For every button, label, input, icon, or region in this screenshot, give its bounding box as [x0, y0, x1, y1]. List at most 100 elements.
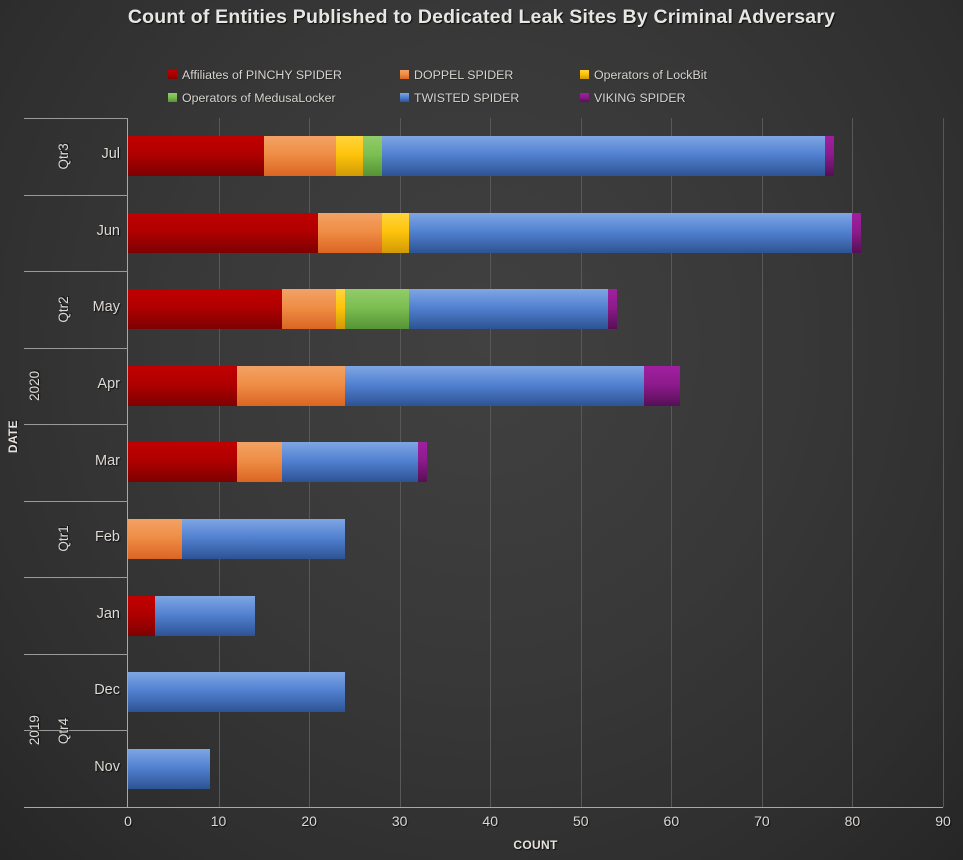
legend-label: Operators of MedusaLocker: [182, 90, 336, 105]
chart-title: Count of Entities Published to Dedicated…: [127, 6, 836, 28]
y-axis-line: [127, 118, 128, 807]
x-axis-tick-label: 20: [301, 813, 317, 829]
y-axis-label-month: Jan: [96, 605, 120, 622]
gridline: [943, 118, 944, 807]
y-axis-label-month: Jul: [101, 146, 120, 163]
bar-row: [128, 118, 943, 195]
legend-swatch-icon: [400, 93, 409, 102]
x-axis-line: [24, 807, 943, 808]
bar-segment[interactable]: [363, 136, 382, 177]
legend-label: DOPPEL SPIDER: [414, 67, 514, 82]
y-axis-tick: [24, 730, 128, 732]
legend-item-doppel[interactable]: DOPPEL SPIDER: [400, 68, 580, 82]
y-axis-label-quarter: Qtr2: [56, 296, 71, 323]
x-axis-tick-label: 30: [391, 813, 408, 829]
x-axis: 0 10 20 30 40 50 60 70 80 90: [24, 807, 951, 837]
gridline: [761, 118, 763, 807]
bar-segment[interactable]: [336, 136, 364, 177]
x-axis-tick-label: 0: [124, 813, 132, 829]
y-axis: Jul Jun May Apr Mar Feb Jan Dec Nov Qtr3 Qtr2 Qtr1 2…: [0, 118, 128, 808]
bar-segment[interactable]: [128, 212, 319, 253]
bar-segment[interactable]: [318, 212, 382, 253]
bar-segment[interactable]: [408, 212, 853, 253]
y-axis-tick: [24, 118, 128, 119]
bar-segment[interactable]: [128, 519, 183, 560]
y-axis-tick: [24, 577, 128, 579]
bar-row: [128, 348, 943, 425]
legend-item-lockbit[interactable]: Operators of LockBit: [580, 68, 788, 82]
x-axis-tick-label: 60: [663, 813, 680, 829]
bar-segment[interactable]: [128, 136, 264, 177]
bar-segment[interactable]: [336, 289, 346, 330]
bar-segment[interactable]: [852, 212, 862, 253]
y-axis-tick: [24, 271, 128, 273]
legend-label: VIKING SPIDER: [594, 90, 686, 105]
bar-segment[interactable]: [417, 442, 427, 483]
gridline: [490, 118, 492, 807]
y-axis-label-year: 2020: [27, 370, 42, 401]
legend-swatch-icon: [580, 70, 589, 79]
gridline: [580, 118, 582, 807]
y-axis-label-month: Nov: [94, 758, 120, 775]
x-axis-tick-label: 70: [754, 813, 770, 829]
y-axis-label-month: Mar: [95, 452, 120, 469]
bar-segment[interactable]: [236, 365, 346, 406]
plot-area: [128, 118, 944, 807]
bar-segment[interactable]: [644, 365, 681, 406]
bar-segment[interactable]: [128, 442, 237, 483]
legend-label: Operators of LockBit: [594, 67, 707, 82]
y-axis-label-quarter: Qtr3: [56, 143, 71, 170]
bar-segment[interactable]: [607, 289, 617, 330]
bar-segment[interactable]: [128, 672, 346, 713]
legend-item-twisted[interactable]: TWISTED SPIDER: [400, 91, 580, 105]
legend-item-pinchy[interactable]: Affiliates of PINCHY SPIDER: [168, 68, 400, 82]
bar-row: [128, 501, 943, 578]
bar-row: [128, 654, 943, 731]
gridline: [671, 118, 673, 807]
bar-segment[interactable]: [825, 136, 835, 177]
bar-segment[interactable]: [263, 136, 337, 177]
bar-segment[interactable]: [128, 748, 210, 789]
legend-swatch-icon: [168, 70, 177, 79]
bar-segment[interactable]: [128, 595, 156, 636]
bar-segment[interactable]: [381, 136, 826, 177]
y-axis-group-separator: [24, 653, 128, 655]
legend-swatch-icon: [168, 93, 177, 102]
chart-legend: Affiliates of PINCHY SPIDER DOPPEL SPIDE…: [168, 63, 788, 109]
bar-segment[interactable]: [381, 212, 409, 253]
legend-swatch-icon: [400, 70, 409, 79]
bar-segment[interactable]: [345, 289, 409, 330]
y-axis-tick: [24, 347, 128, 349]
legend-label: TWISTED SPIDER: [414, 90, 520, 105]
y-axis-group-separator: [24, 194, 100, 196]
y-axis-label-month: Feb: [95, 529, 120, 546]
bar-segment[interactable]: [155, 595, 255, 636]
bar-row: [128, 271, 943, 348]
bar-segment[interactable]: [128, 365, 237, 406]
bar-row: [128, 195, 943, 272]
legend-item-medusalocker[interactable]: Operators of MedusaLocker: [168, 91, 400, 105]
bar-row: [128, 577, 943, 654]
y-axis-group-separator: [24, 424, 100, 426]
y-axis-label-quarter: Qtr1: [56, 525, 71, 553]
legend-item-viking[interactable]: VIKING SPIDER: [580, 91, 788, 105]
bar-row: [128, 730, 943, 807]
bar-segment[interactable]: [182, 519, 346, 560]
bar-segment[interactable]: [281, 442, 418, 483]
bar-segment[interactable]: [236, 442, 282, 483]
bar-segment[interactable]: [128, 289, 282, 330]
bar-segment[interactable]: [281, 289, 337, 330]
x-axis-tick-label: 90: [935, 813, 951, 829]
bar-segment[interactable]: [345, 365, 645, 406]
x-axis-tick-label: 10: [210, 813, 227, 829]
x-axis-tick-label: 50: [572, 813, 589, 829]
bar-segment[interactable]: [408, 289, 608, 330]
bar-row: [128, 424, 943, 501]
x-axis-title: COUNT: [513, 838, 558, 852]
y-axis-label-month: Apr: [97, 375, 120, 392]
y-axis-label-month: Dec: [94, 682, 120, 699]
x-axis-tick-label: 80: [844, 813, 861, 829]
legend-swatch-icon: [580, 93, 589, 102]
y-axis-label-quarter: Qtr4: [56, 717, 71, 744]
